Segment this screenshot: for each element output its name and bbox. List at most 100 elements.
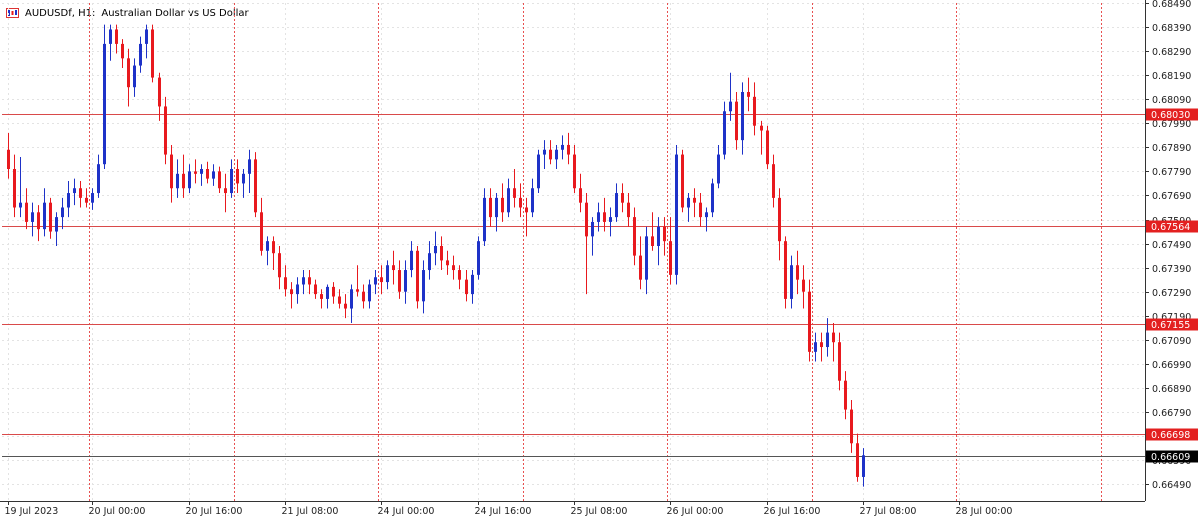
price-level-label-box[interactable] (1146, 318, 1198, 331)
current-price-label-box (1146, 450, 1198, 463)
candle-body (49, 202, 52, 232)
candle-body (603, 212, 606, 222)
candle-body (669, 241, 672, 275)
time-tick-label: 20 Jul 16:00 (186, 506, 243, 517)
price-level-label[interactable]: 0.66698 (1151, 430, 1190, 441)
candle (290, 282, 293, 309)
time-tick-label: 19 Jul 2023 (5, 506, 59, 517)
candle-body (103, 43, 106, 165)
candle-body (519, 197, 522, 208)
candle (55, 212, 58, 246)
candle (158, 72, 161, 121)
candle (212, 164, 215, 186)
price-tick-label: 0.66890 (1152, 384, 1191, 395)
candle (753, 82, 756, 136)
candle-body (224, 188, 227, 194)
candle (615, 183, 618, 222)
candle (368, 279, 371, 309)
candle-body (501, 197, 504, 213)
candle (627, 193, 630, 227)
candle-body (747, 92, 750, 97)
candle-body (404, 270, 407, 292)
candle (392, 250, 395, 285)
price-level-label[interactable]: 0.67155 (1151, 320, 1190, 331)
price-tick-label: 0.68490 (1152, 0, 1191, 10)
candle (218, 166, 221, 194)
candle (669, 217, 672, 285)
horizontal-levels[interactable] (2, 114, 1145, 457)
candle (609, 207, 612, 237)
candle (188, 164, 191, 194)
candle-body (489, 197, 492, 218)
candle (814, 332, 817, 362)
candle-body (838, 342, 841, 381)
candle (296, 277, 299, 304)
candle-body (164, 106, 167, 155)
candle-body (483, 197, 486, 242)
candle (151, 24, 154, 83)
candle-body (717, 154, 720, 184)
candle-body (525, 207, 528, 213)
price-level-label-box[interactable] (1146, 220, 1198, 233)
candle (663, 217, 666, 256)
candle (326, 284, 329, 309)
candle (79, 181, 82, 208)
candle (332, 282, 335, 304)
candle-body (693, 197, 696, 203)
candle (344, 294, 347, 319)
candle (735, 92, 738, 150)
candle-body (537, 154, 540, 189)
candle (127, 48, 130, 107)
price-level-label-box[interactable] (1146, 428, 1198, 441)
candle-body (176, 173, 179, 189)
candle-body (290, 289, 293, 295)
candle-body (7, 149, 10, 169)
candle-body (705, 212, 708, 218)
price-level-label-box[interactable] (1146, 108, 1198, 121)
candle (320, 289, 323, 309)
candle (784, 236, 787, 309)
candle-body (802, 279, 805, 292)
price-tick-label: 0.67790 (1152, 167, 1191, 178)
candle (7, 132, 10, 179)
candle (242, 169, 245, 198)
candle (182, 154, 185, 198)
candle-body (332, 286, 335, 297)
candle-body (561, 144, 564, 150)
candle (591, 217, 594, 256)
candle (85, 188, 88, 208)
candle-body (260, 212, 263, 251)
candle (176, 159, 179, 198)
candle-body (856, 443, 859, 477)
price-level-label[interactable]: 0.68030 (1151, 110, 1190, 121)
candle (699, 193, 702, 227)
candle (97, 154, 100, 198)
price-tick-label: 0.67290 (1152, 288, 1191, 299)
candle-body (121, 43, 124, 59)
candle (61, 197, 64, 230)
price-tick-label: 0.66790 (1152, 408, 1191, 419)
candle-body (766, 130, 769, 165)
candle-body (37, 212, 40, 230)
candle (260, 197, 263, 256)
candle (766, 125, 769, 169)
candle-body (753, 96, 756, 126)
candle (705, 207, 708, 232)
time-tick-label: 27 Jul 08:00 (860, 506, 917, 517)
candle (657, 217, 660, 266)
candle (139, 36, 142, 73)
candle-body (434, 245, 437, 254)
candle (603, 197, 606, 232)
candle (428, 241, 431, 280)
candle-body (796, 265, 799, 280)
candle-body (350, 289, 353, 309)
candle-body (790, 265, 793, 299)
grid (2, 3, 1145, 501)
candle-body (296, 284, 299, 295)
candle (711, 178, 714, 218)
candle (543, 140, 546, 169)
price-level-label[interactable]: 0.67564 (1151, 222, 1190, 233)
candle-body (67, 193, 70, 208)
